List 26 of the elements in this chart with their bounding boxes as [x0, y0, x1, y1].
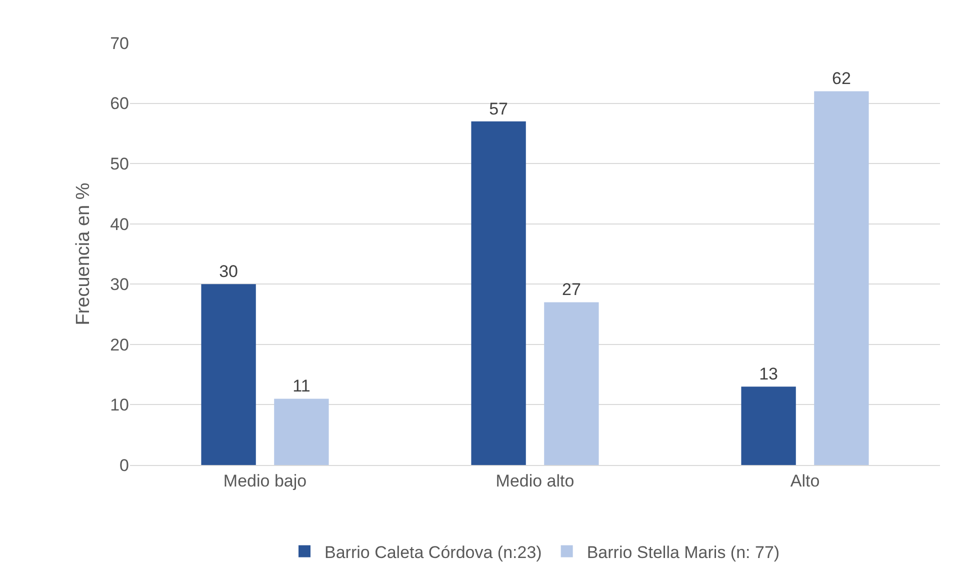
bar [274, 398, 329, 465]
data-label: 27 [562, 280, 581, 300]
y-tick-label: 0 [120, 456, 129, 475]
legend-label: Barrio Stella Maris (n: 77) [586, 542, 780, 562]
bar [741, 386, 796, 465]
bar [471, 121, 526, 465]
data-label: 11 [292, 376, 310, 396]
data-label: 13 [759, 364, 778, 384]
bar [544, 302, 599, 465]
y-tick-label: 10 [110, 396, 129, 415]
bar [814, 91, 869, 465]
legend-label: Barrio Caleta Córdova (n:23) [324, 542, 542, 562]
data-label: 57 [489, 99, 508, 118]
y-tick-label: 40 [110, 214, 129, 234]
y-axis-title: Frecuencia en % [72, 182, 94, 326]
bar [201, 284, 256, 465]
x-tick-label: Medio alto [496, 471, 574, 490]
y-tick-label: 60 [110, 94, 129, 114]
x-tick-label: Alto [790, 471, 820, 490]
y-tick-label: 30 [110, 275, 129, 294]
data-label: 62 [832, 69, 851, 88]
y-tick-label: 70 [110, 34, 129, 53]
y-tick-label: 50 [110, 154, 129, 174]
x-tick-label: Medio bajo [223, 471, 307, 490]
y-tick-label: 20 [110, 335, 129, 354]
data-label: 30 [219, 262, 238, 282]
